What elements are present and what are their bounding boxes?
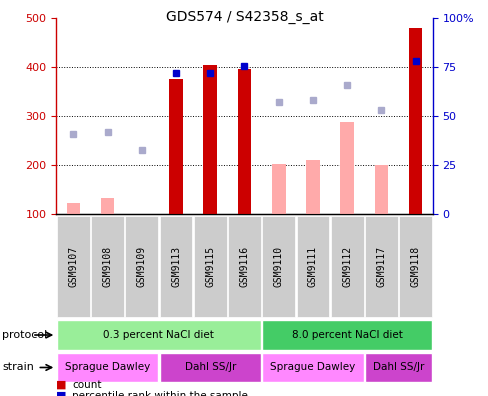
Text: ■: ■: [56, 391, 66, 396]
FancyBboxPatch shape: [296, 216, 329, 317]
Text: GSM9112: GSM9112: [342, 246, 351, 287]
Text: count: count: [72, 380, 101, 390]
Text: GSM9117: GSM9117: [376, 246, 386, 287]
FancyBboxPatch shape: [193, 216, 226, 317]
FancyBboxPatch shape: [262, 216, 295, 317]
FancyBboxPatch shape: [57, 216, 90, 317]
Text: protocol: protocol: [2, 330, 48, 340]
FancyBboxPatch shape: [125, 216, 158, 317]
Text: ■: ■: [56, 380, 66, 390]
FancyBboxPatch shape: [227, 216, 261, 317]
FancyBboxPatch shape: [398, 216, 431, 317]
Text: GSM9110: GSM9110: [273, 246, 283, 287]
FancyBboxPatch shape: [91, 216, 124, 317]
FancyBboxPatch shape: [330, 216, 363, 317]
FancyBboxPatch shape: [364, 353, 431, 382]
Bar: [340, 122, 353, 214]
Text: Dahl SS/Jr: Dahl SS/Jr: [184, 362, 236, 373]
Text: GSM9113: GSM9113: [171, 246, 181, 287]
Bar: [237, 69, 251, 214]
Text: GSM9107: GSM9107: [68, 246, 78, 287]
Bar: [66, 203, 80, 214]
Bar: [169, 79, 183, 214]
Text: GSM9116: GSM9116: [239, 246, 249, 287]
Bar: [374, 165, 387, 214]
Text: 0.3 percent NaCl diet: 0.3 percent NaCl diet: [103, 330, 214, 340]
Text: Sprague Dawley: Sprague Dawley: [270, 362, 355, 373]
Bar: [101, 198, 114, 214]
FancyBboxPatch shape: [57, 320, 261, 350]
FancyBboxPatch shape: [262, 320, 431, 350]
Text: GSM9108: GSM9108: [102, 246, 112, 287]
Text: strain: strain: [2, 362, 34, 373]
Text: GDS574 / S42358_s_at: GDS574 / S42358_s_at: [165, 10, 323, 24]
Bar: [408, 28, 422, 214]
Bar: [271, 164, 285, 214]
Text: GSM9118: GSM9118: [410, 246, 420, 287]
Text: GSM9111: GSM9111: [307, 246, 317, 287]
Text: Dahl SS/Jr: Dahl SS/Jr: [372, 362, 424, 373]
Text: percentile rank within the sample: percentile rank within the sample: [72, 391, 247, 396]
Text: 8.0 percent NaCl diet: 8.0 percent NaCl diet: [291, 330, 402, 340]
Bar: [203, 65, 217, 214]
Text: GSM9115: GSM9115: [205, 246, 215, 287]
FancyBboxPatch shape: [364, 216, 397, 317]
Bar: [305, 160, 319, 214]
FancyBboxPatch shape: [159, 353, 261, 382]
Text: GSM9109: GSM9109: [137, 246, 146, 287]
Text: Sprague Dawley: Sprague Dawley: [65, 362, 150, 373]
FancyBboxPatch shape: [262, 353, 363, 382]
FancyBboxPatch shape: [57, 353, 158, 382]
FancyBboxPatch shape: [159, 216, 192, 317]
